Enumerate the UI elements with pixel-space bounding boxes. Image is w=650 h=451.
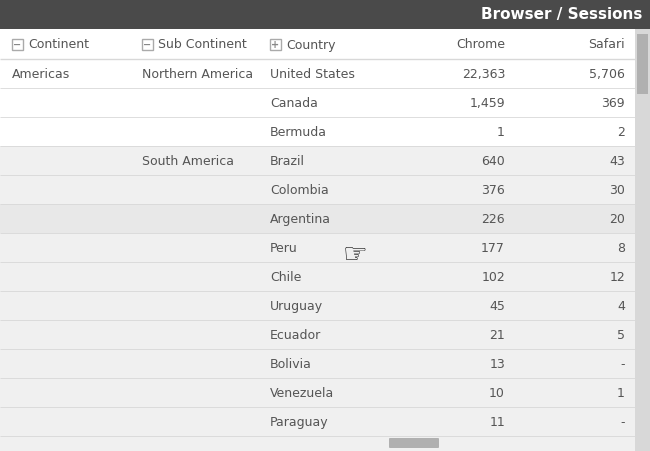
Bar: [0, 262, 635, 291]
Text: Paraguay: Paraguay: [270, 415, 329, 428]
Bar: [0, 0, 650, 30]
Text: Safari: Safari: [588, 38, 625, 51]
Text: Sub Continent: Sub Continent: [158, 38, 247, 51]
Text: Canada: Canada: [270, 97, 318, 110]
Text: 640: 640: [481, 155, 505, 168]
Text: −: −: [14, 40, 21, 50]
Text: Chrome: Chrome: [456, 38, 505, 51]
Text: -: -: [621, 357, 625, 370]
Text: 5: 5: [617, 328, 625, 341]
Bar: [0, 175, 635, 205]
Text: Venezuela: Venezuela: [270, 386, 334, 399]
Text: South America: South America: [142, 155, 234, 168]
Bar: [0, 118, 635, 147]
Text: Chile: Chile: [270, 271, 302, 283]
Text: 1: 1: [497, 126, 505, 139]
Bar: [0, 205, 635, 234]
Text: Continent: Continent: [28, 38, 89, 51]
Text: 13: 13: [489, 357, 505, 370]
Text: Colombia: Colombia: [270, 184, 329, 197]
Bar: [0, 349, 635, 378]
Bar: [0, 89, 635, 118]
Text: 45: 45: [489, 299, 505, 312]
Bar: [0, 60, 635, 89]
Text: 43: 43: [609, 155, 625, 168]
Text: 21: 21: [489, 328, 505, 341]
Bar: [0, 147, 635, 175]
Text: Bolivia: Bolivia: [270, 357, 312, 370]
Text: 177: 177: [481, 241, 505, 254]
Text: 20: 20: [609, 212, 625, 226]
Bar: [0, 378, 635, 407]
Text: 30: 30: [609, 184, 625, 197]
Bar: [0, 30, 635, 60]
Text: 8: 8: [617, 241, 625, 254]
Text: 4: 4: [617, 299, 625, 312]
Text: 5,706: 5,706: [589, 68, 625, 81]
Text: Ecuador: Ecuador: [270, 328, 321, 341]
Text: 369: 369: [601, 97, 625, 110]
Text: +: +: [272, 40, 280, 50]
Text: -: -: [621, 415, 625, 428]
Bar: [142, 39, 153, 51]
Text: Country: Country: [286, 38, 335, 51]
Text: Browser / Sessions: Browser / Sessions: [480, 8, 642, 23]
Text: 2: 2: [617, 126, 625, 139]
Text: Peru: Peru: [270, 241, 298, 254]
FancyBboxPatch shape: [389, 438, 439, 448]
Bar: [637, 35, 648, 95]
Text: 22,363: 22,363: [462, 68, 505, 81]
Bar: [0, 234, 635, 262]
Text: −: −: [144, 40, 151, 50]
Text: 10: 10: [489, 386, 505, 399]
Bar: [0, 320, 635, 349]
Bar: [270, 39, 281, 51]
Text: Brazil: Brazil: [270, 155, 305, 168]
Text: 376: 376: [481, 184, 505, 197]
Text: Americas: Americas: [12, 68, 70, 81]
Text: ☞: ☞: [343, 240, 367, 268]
Text: United States: United States: [270, 68, 355, 81]
Text: 1: 1: [617, 386, 625, 399]
Bar: [12, 39, 23, 51]
Text: 226: 226: [482, 212, 505, 226]
Text: Argentina: Argentina: [270, 212, 331, 226]
Text: Uruguay: Uruguay: [270, 299, 323, 312]
Bar: [0, 291, 635, 320]
Bar: [0, 407, 635, 436]
Text: Bermuda: Bermuda: [270, 126, 327, 139]
Text: 12: 12: [609, 271, 625, 283]
Text: 102: 102: [481, 271, 505, 283]
Text: Northern America: Northern America: [142, 68, 253, 81]
Text: 11: 11: [489, 415, 505, 428]
Text: 1,459: 1,459: [469, 97, 505, 110]
Bar: [635, 30, 650, 451]
